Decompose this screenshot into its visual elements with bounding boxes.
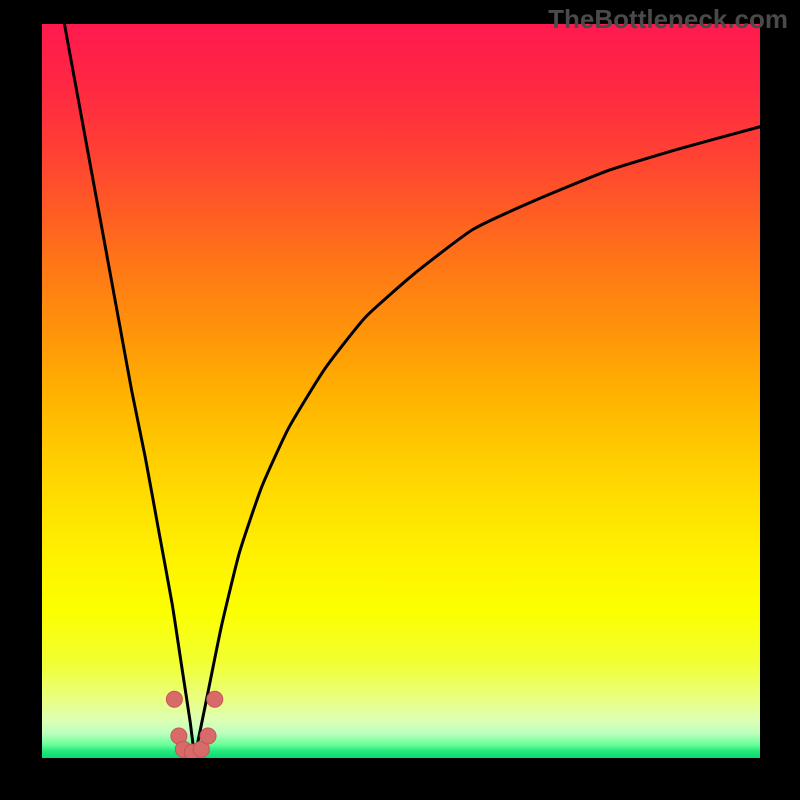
data-point [166, 691, 182, 707]
plot-area [42, 24, 760, 758]
data-point [207, 691, 223, 707]
data-point [200, 728, 216, 744]
figure-root: TheBottleneck.com [0, 0, 800, 800]
watermark-text: TheBottleneck.com [548, 4, 788, 35]
data-points [42, 24, 760, 758]
